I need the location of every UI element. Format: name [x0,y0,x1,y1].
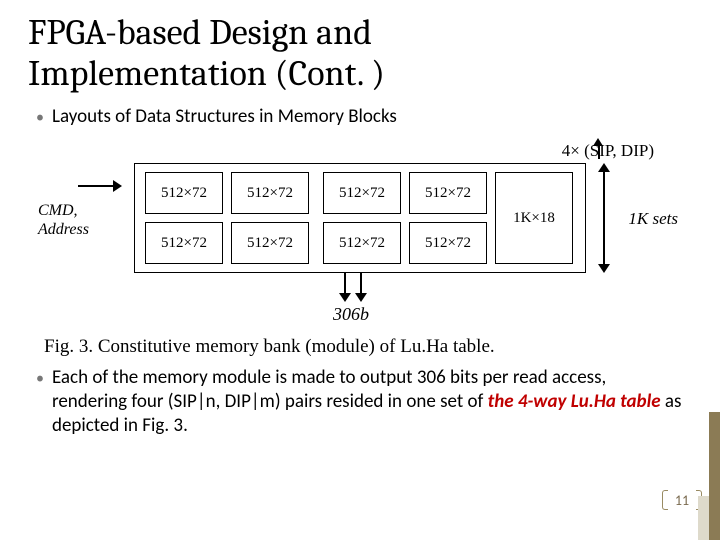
slide-title: FPGA-based Design and Implementation (Co… [0,0,720,95]
cell-r1c3: 512×72 [323,172,401,214]
page-number-box: 11 [662,486,702,514]
cell-r2c2: 512×72 [231,222,309,264]
bullet-marker: • [36,368,44,390]
cell-r2c4: 512×72 [409,222,487,264]
title-line-2: Implementation (Cont. ) [28,53,385,94]
cell-r2c3: 512×72 [323,222,401,264]
figure-3: 4× (SIP, DIP) CMD, Address 512×72 512×72… [36,141,684,356]
page-number-area: 11 [662,486,702,514]
cmd-l2: Address [38,221,89,238]
right-bracket [594,163,614,273]
cell-r2c1: 512×72 [145,222,223,264]
bullet2-bold: the 4-way Lu.Ha table [488,390,661,413]
side-accent-bar [709,412,720,540]
memory-bank-box: 512×72 512×72 512×72 512×72 1K×18 512×72… [134,163,586,273]
bullet-1: • Layouts of Data Structures in Memory B… [36,105,684,129]
cell-r1c4: 512×72 [409,172,487,214]
bits-label: 306b [333,304,369,325]
title-line-1: FPGA-based Design and [28,12,372,53]
bullet-1-text: Layouts of Data Structures in Memory Blo… [52,105,397,129]
cmd-arrow [78,179,122,193]
sets-label: 1K sets [628,209,678,229]
bullet-marker: • [36,107,44,129]
figure-caption: Fig. 3. Constitutive memory bank (module… [44,336,495,358]
cell-r1c1: 512×72 [145,172,223,214]
down-arrow [336,273,370,307]
bullet-2-text: Each of the memory module is made to out… [52,366,684,437]
cell-r1c2: 512×72 [231,172,309,214]
cmd-l1: CMD, [38,202,78,219]
page-number: 11 [675,492,689,509]
top-arrow [590,143,608,165]
slide-content: • Layouts of Data Structures in Memory B… [0,95,720,438]
cmd-label: CMD, Address [38,201,89,239]
cell-r1c5: 1K×18 [495,172,573,264]
bullet-2: • Each of the memory module is made to o… [36,366,684,437]
